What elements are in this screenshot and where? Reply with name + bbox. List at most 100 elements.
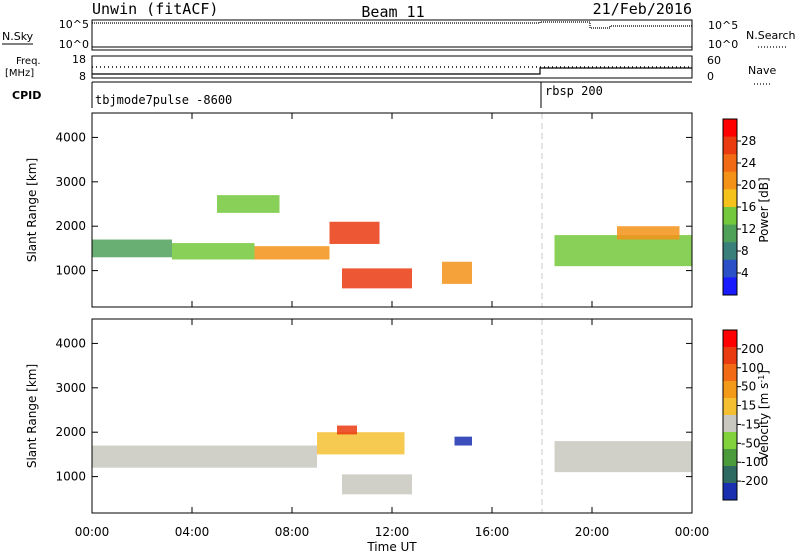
x-tick-label: 20:00 — [575, 525, 610, 539]
colorbar-swatch — [723, 449, 737, 467]
power-panel: 1000 2000 3000 4000 Slant Range [km] — [25, 112, 693, 308]
cpid-segment-1: tbjmode7pulse -8600 — [95, 93, 232, 107]
scatter-region-power-7 — [554, 235, 692, 267]
scatter-region-velocity-4 — [454, 436, 472, 446]
scatter-region-power-3 — [329, 221, 380, 244]
scatter-region-velocity-2 — [337, 425, 357, 435]
y-tick-label: 1000 — [55, 264, 86, 278]
freq-label-line1: Freq. — [16, 56, 41, 67]
colorbar-swatch — [723, 171, 737, 190]
x-tick-label: 12:00 — [375, 525, 410, 539]
colorbar-swatch — [723, 432, 737, 450]
colorbar-swatch — [723, 136, 737, 155]
y-tick-label: 2000 — [55, 219, 86, 233]
scatter-region-power-0 — [92, 239, 172, 258]
cpid-label: CPID — [12, 89, 41, 102]
nsearch-tick-top: 10^5 — [708, 19, 738, 32]
colorbar-tick-label: 20 — [741, 178, 756, 192]
freq-trace — [92, 67, 692, 75]
colorbar-swatch — [723, 154, 737, 173]
nave-tick-top: 60 — [707, 54, 721, 67]
scatter-region-power-4 — [342, 268, 412, 289]
x-tick-label: 04:00 — [175, 525, 210, 539]
nsearch-trace — [92, 21, 692, 29]
x-tick-label: 00:00 — [75, 525, 110, 539]
x-tick-label: 08:00 — [275, 525, 310, 539]
velocity-colorbar-label-main: Velocity [m s — [757, 383, 771, 460]
colorbar-tick-label: -100 — [741, 455, 768, 469]
y-tick-label: 3000 — [55, 175, 86, 189]
velocity-axes: 1000 2000 3000 4000 — [55, 319, 693, 513]
velocity-colorbar: 200 100 50 15 -15 -50 -100 -200 — [722, 329, 768, 501]
y-tick-label: 2000 — [55, 425, 86, 439]
colorbar-tick-label: 8 — [741, 244, 749, 258]
y-tick-label: 1000 — [55, 470, 86, 484]
colorbar-swatch — [723, 207, 737, 226]
colorbar-tick-label: 50 — [741, 380, 756, 394]
cpid-segment-2: rbsp 200 — [545, 84, 603, 98]
power-axes: 1000 2000 3000 4000 — [55, 113, 693, 307]
scatter-region-power-2 — [254, 246, 330, 260]
nsky-label: N.Sky — [2, 30, 34, 43]
colorbar-swatch — [723, 189, 737, 208]
velocity-data-layer — [92, 319, 692, 513]
colorbar-swatch — [723, 242, 737, 261]
colorbar-frame — [722, 329, 738, 501]
scatter-region-power-6 — [442, 261, 472, 284]
power-colorbar-label: Power [dB] — [757, 177, 771, 242]
colorbar-tick-label: 16 — [741, 200, 756, 214]
colorbar-swatch — [723, 483, 737, 501]
colorbar-tick-label: 200 — [741, 342, 764, 356]
x-tick-label: 16:00 — [475, 525, 510, 539]
nsearch-label: N.Search — [746, 29, 796, 42]
colorbar-tick-label: 15 — [741, 399, 756, 413]
time-axis-label: Time UT — [366, 540, 417, 554]
velocity-colorbar-label-sup: -1 — [757, 375, 766, 383]
power-colorbar: 28 24 20 16 12 8 4 — [722, 118, 756, 296]
scatter-region-velocity-3 — [342, 474, 412, 495]
noise-panel-frame — [91, 19, 693, 51]
y-tick-label: 3000 — [55, 381, 86, 395]
nsky-tick-bottom: 10^0 — [59, 38, 89, 51]
colorbar-swatch — [723, 466, 737, 484]
velocity-ylabel: Slant Range [km] — [25, 364, 39, 468]
colorbar-swatch — [723, 347, 737, 365]
velocity-colorbar-label-close: ] — [757, 370, 771, 375]
colorbar-swatch — [723, 364, 737, 382]
scatter-region-power-1 — [172, 243, 255, 260]
time-axis: 00:00 04:00 08:00 12:00 16:00 20:00 00:00 — [75, 525, 710, 539]
date-title: 21/Feb/2016 — [593, 0, 692, 18]
y-tick-label: 4000 — [55, 336, 86, 350]
colorbar-swatch — [723, 119, 737, 138]
freq-tick-bottom: 8 — [79, 70, 86, 83]
power-data-layer — [92, 113, 692, 307]
scatter-region-velocity-1 — [317, 432, 405, 455]
power-ylabel: Slant Range [km] — [25, 158, 39, 262]
nsearch-tick-bottom: 10^0 — [708, 38, 738, 51]
colorbar-tick-label: -200 — [741, 474, 768, 488]
colorbar-tick-label: -15 — [741, 417, 761, 431]
station-title: Unwin (fitACF) — [92, 0, 218, 18]
colorbar-tick-label: 12 — [741, 222, 756, 236]
colorbar-swatch — [723, 259, 737, 278]
colorbar-swatch — [723, 277, 737, 296]
scatter-region-velocity-0 — [92, 445, 317, 468]
scatter-region-velocity-5 — [554, 441, 692, 473]
colorbar-swatch — [723, 415, 737, 433]
colorbar-tick-label: -50 — [741, 436, 761, 450]
scatter-region-power-5 — [217, 195, 280, 213]
y-tick-label: 4000 — [55, 130, 86, 144]
colorbar-tick-label: 28 — [741, 134, 756, 148]
colorbar-swatch — [723, 398, 737, 416]
x-tick-label: 00:00 — [675, 525, 710, 539]
colorbar-tick-label: 4 — [741, 266, 749, 280]
nave-label: Nave — [748, 64, 776, 77]
colorbar-tick-label: 24 — [741, 156, 756, 170]
colorbar-swatch — [723, 381, 737, 399]
freq-label-line2: [MHz] — [5, 68, 34, 79]
colorbar-swatch — [723, 330, 737, 348]
freq-tick-top: 18 — [72, 53, 86, 66]
nave-tick-bottom: 0 — [707, 70, 714, 83]
scatter-region-power-8 — [617, 226, 680, 240]
